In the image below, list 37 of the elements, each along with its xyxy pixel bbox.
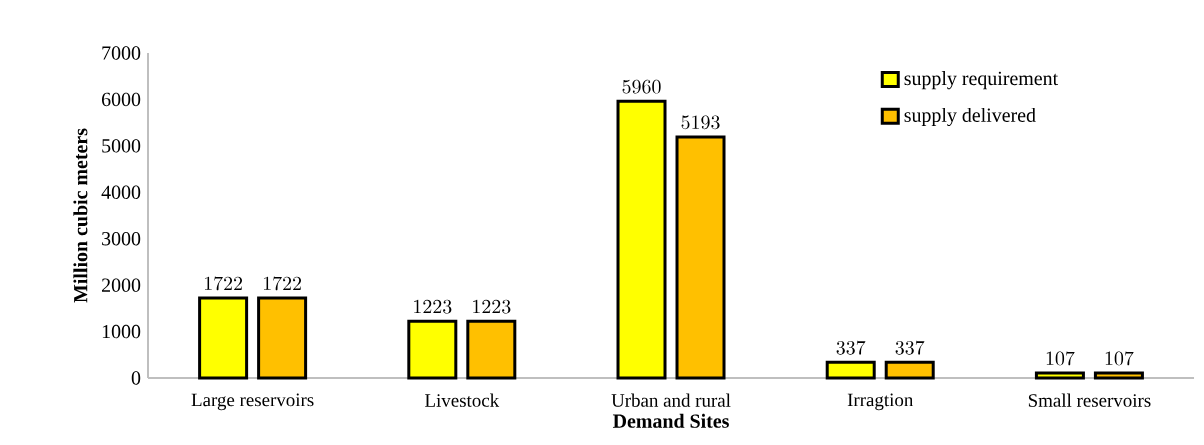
bar <box>198 296 249 380</box>
x-tick-label: Irragtion <box>847 393 914 411</box>
x-axis-title: Demand Sites <box>612 413 729 428</box>
data-label: 337 <box>895 340 925 355</box>
data-label: 1722 <box>204 276 243 291</box>
y-tick-label: 1000 <box>102 324 141 339</box>
y-tick-label: 2000 <box>102 278 141 292</box>
bar <box>466 319 517 380</box>
bar <box>675 135 726 380</box>
y-tick-label: 4000 <box>101 185 141 200</box>
y-tick-label: 3000 <box>102 232 141 246</box>
bar <box>825 360 876 380</box>
data-label: 337 <box>836 340 866 355</box>
y-axis-title: Million cubic meters <box>73 128 88 303</box>
bar <box>257 296 308 380</box>
bar <box>616 99 667 380</box>
x-tick-label: Large reservoirs <box>191 393 314 411</box>
bar <box>1093 371 1144 380</box>
x-tick-label: Small reservoirs <box>1028 393 1151 407</box>
data-label: 1223 <box>473 299 511 314</box>
data-label: 1722 <box>263 276 302 291</box>
data-label: 107 <box>1046 351 1075 366</box>
bar <box>407 319 458 380</box>
data-label: 5960 <box>622 79 661 94</box>
legend-label: supply delivered <box>904 107 1036 127</box>
data-label: 5193 <box>681 115 720 130</box>
data-label: 107 <box>1105 351 1134 366</box>
data-label: 1223 <box>414 299 452 314</box>
bar <box>1034 371 1085 380</box>
y-tick-label: 5000 <box>102 139 141 153</box>
bar <box>884 360 935 380</box>
y-tick-label: 6000 <box>101 92 141 107</box>
y-tick-label: 7000 <box>102 46 141 60</box>
x-tick-label: Livestock <box>425 393 500 407</box>
x-tick-label: Urban and rural <box>611 393 731 407</box>
legend-label: supply requirement <box>904 71 1059 90</box>
y-tick-label: 0 <box>131 371 141 385</box>
